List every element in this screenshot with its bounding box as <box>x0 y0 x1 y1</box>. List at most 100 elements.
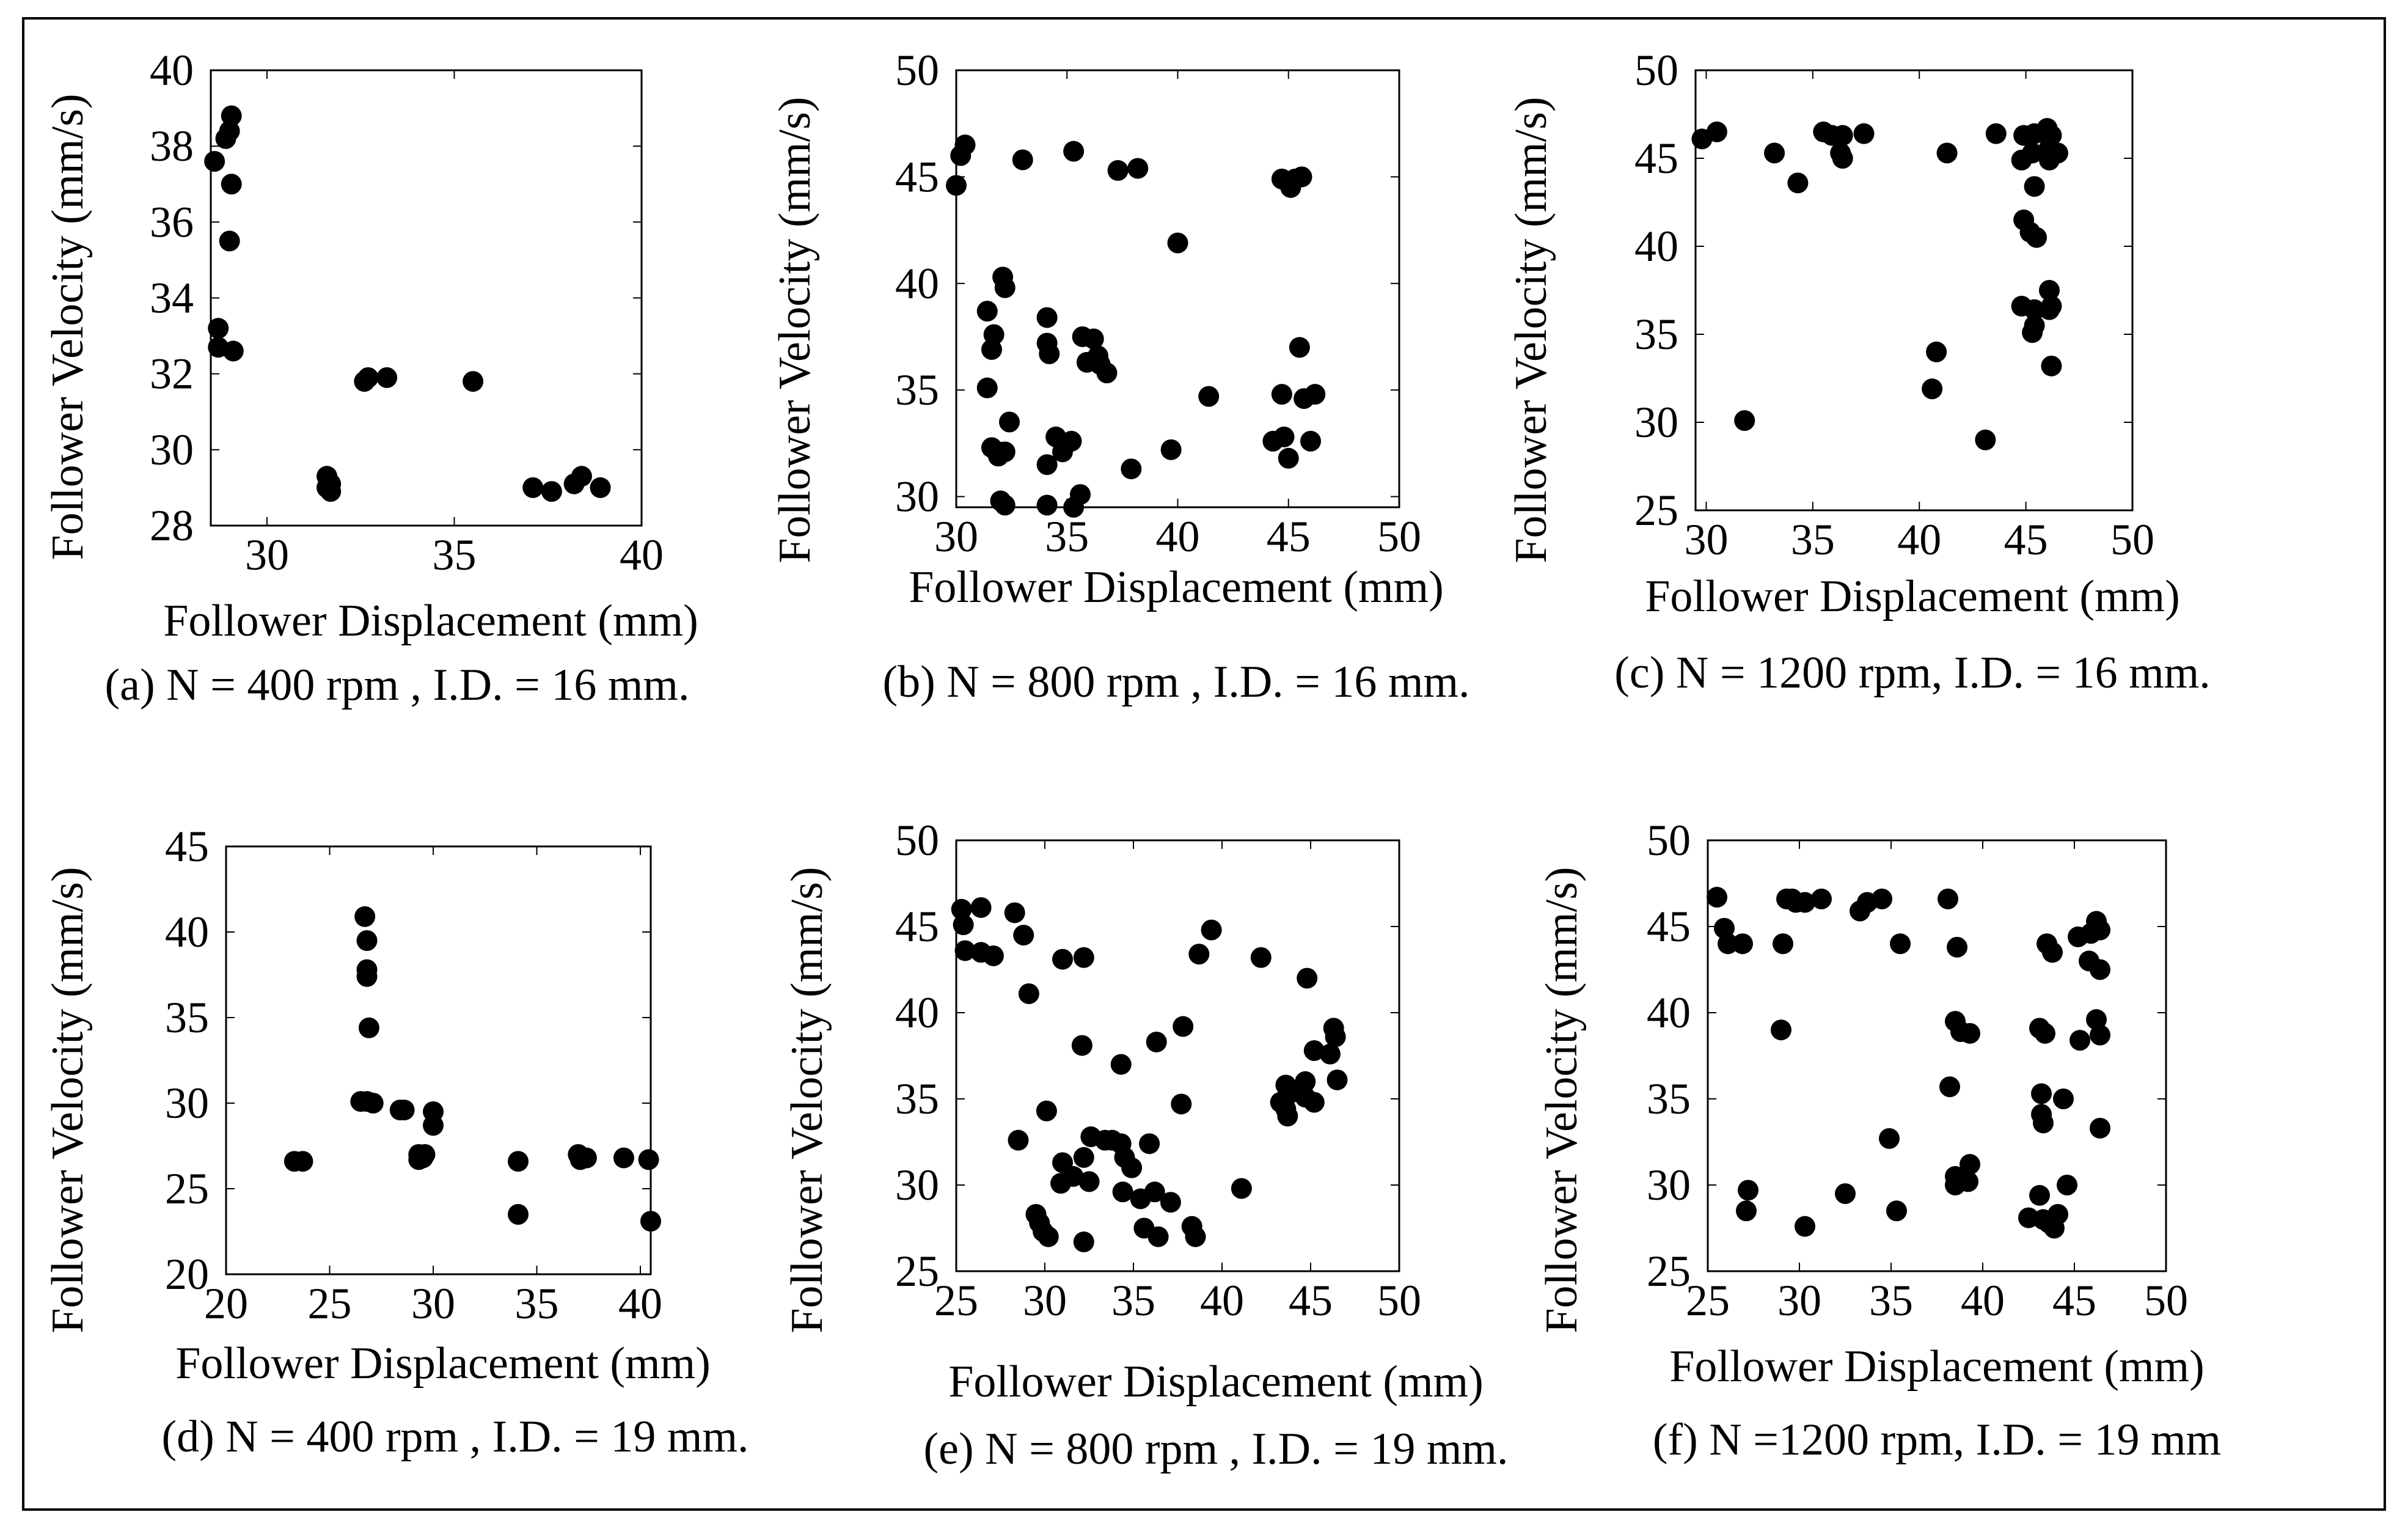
data-point <box>354 906 376 927</box>
y-tick-label: 30 <box>895 1161 939 1209</box>
data-point <box>999 411 1020 433</box>
data-point <box>2022 322 2043 343</box>
data-point <box>1795 1216 1815 1237</box>
plot-area-frame <box>1694 69 2134 512</box>
data-point <box>1107 160 1129 181</box>
data-point <box>1063 141 1085 162</box>
data-point <box>1707 887 1727 908</box>
x-tick-label: 25 <box>934 1276 978 1325</box>
data-point <box>2031 1083 2052 1104</box>
data-point <box>2024 299 2045 320</box>
x-tick-label: 50 <box>1377 512 1421 561</box>
data-point <box>1036 454 1058 475</box>
y-tick-label: 45 <box>1634 134 1678 183</box>
data-point <box>541 481 562 502</box>
data-point <box>2038 299 2060 320</box>
y-tick-label: 30 <box>1634 398 1678 447</box>
x-tick-label: 45 <box>2004 515 2048 564</box>
y-axis-label: Follower Velocity (mm/s) <box>770 97 820 563</box>
y-tick-label: 45 <box>895 902 939 951</box>
data-point <box>1013 925 1034 946</box>
data-point <box>2048 1203 2068 1225</box>
data-point <box>1960 1154 1980 1175</box>
data-point <box>1018 983 1039 1004</box>
data-point <box>1714 917 1735 939</box>
chart-caption: (c) N = 1200 rpm, I.D. = 16 mm. <box>1614 648 2210 698</box>
data-point <box>1771 1019 1791 1041</box>
data-points <box>951 897 1348 1253</box>
x-axis-label: Follower Displacement (mm) <box>1669 1341 2204 1392</box>
chart-caption: (e) N = 800 rpm , I.D. = 19 mm. <box>924 1424 1509 1474</box>
data-point <box>1052 949 1073 970</box>
data-point <box>508 1151 529 1172</box>
y-tick-label: 35 <box>895 1074 939 1123</box>
x-tick-label: 45 <box>1267 512 1311 561</box>
data-point <box>1061 430 1082 452</box>
data-point <box>954 134 976 156</box>
y-tick-label: 30 <box>165 1079 209 1128</box>
data-point <box>1832 125 1853 146</box>
data-point <box>208 318 229 339</box>
data-point <box>2069 1030 2090 1051</box>
x-tick-label: 50 <box>2144 1276 2188 1325</box>
y-tick-label: 35 <box>895 365 939 414</box>
data-point <box>1185 1226 1206 1247</box>
plot-area-frame <box>955 839 1400 1272</box>
x-tick-label: 30 <box>1023 1276 1067 1325</box>
data-point <box>320 481 342 502</box>
data-point <box>2090 959 2110 980</box>
data-point <box>1890 933 1911 955</box>
data-points <box>284 906 661 1232</box>
y-tick-label: 30 <box>1647 1161 1691 1209</box>
data-point <box>1319 1043 1341 1065</box>
x-tick-label: 30 <box>1684 515 1728 564</box>
data-point <box>393 1099 415 1121</box>
chart-panel-4: 20 25 30 35 40 20 25 30 35 40 45 Follower Displacem… <box>43 822 749 1462</box>
data-point <box>1811 888 1832 909</box>
data-point <box>590 477 611 498</box>
chart-caption: (d) N = 400 rpm , I.D. = 19 mm. <box>161 1412 748 1462</box>
data-point <box>1096 362 1118 384</box>
x-axis-label: Follower Displacement (mm) <box>909 562 1443 612</box>
data-point <box>1872 888 1892 909</box>
data-points <box>1707 887 2110 1239</box>
data-point <box>946 175 967 196</box>
data-point <box>1773 933 1793 955</box>
data-point <box>970 897 992 918</box>
data-point <box>1926 341 1947 362</box>
data-point <box>1231 1178 1252 1199</box>
data-point <box>1736 1200 1757 1222</box>
y-tick-label: 40 <box>1634 222 1678 271</box>
data-point <box>1853 123 1875 144</box>
plot-area-frame <box>225 845 652 1275</box>
data-point <box>953 914 974 936</box>
y-tick-label: 40 <box>165 908 209 956</box>
data-point <box>1886 1200 1907 1222</box>
y-tick-label: 35 <box>165 993 209 1042</box>
data-point <box>1738 1180 1758 1201</box>
x-tick-label: 25 <box>1686 1276 1730 1325</box>
data-point <box>2090 1117 2110 1139</box>
data-point <box>1083 328 1104 350</box>
data-point <box>1295 1071 1316 1092</box>
data-point <box>1147 1226 1169 1247</box>
y-axis-label: Follower Velocity (mm/s) <box>782 867 832 1333</box>
data-point <box>1073 1147 1094 1168</box>
data-point <box>222 340 244 362</box>
data-point <box>2024 176 2045 197</box>
x-tick-label: 30 <box>245 530 289 579</box>
data-point <box>1036 1100 1057 1121</box>
chart-caption: (f) N =1200 rpm, I.D. = 19 mm <box>1653 1415 2221 1465</box>
data-point <box>1201 919 1222 941</box>
y-tick-label: 25 <box>895 1247 939 1296</box>
x-tick-label: 45 <box>2052 1276 2096 1325</box>
data-point <box>463 371 484 392</box>
x-tick-label: 30 <box>1777 1276 1821 1325</box>
data-point <box>2026 227 2048 248</box>
figure-frame <box>22 17 2386 1511</box>
data-point <box>414 1144 436 1165</box>
data-points <box>946 134 1326 518</box>
